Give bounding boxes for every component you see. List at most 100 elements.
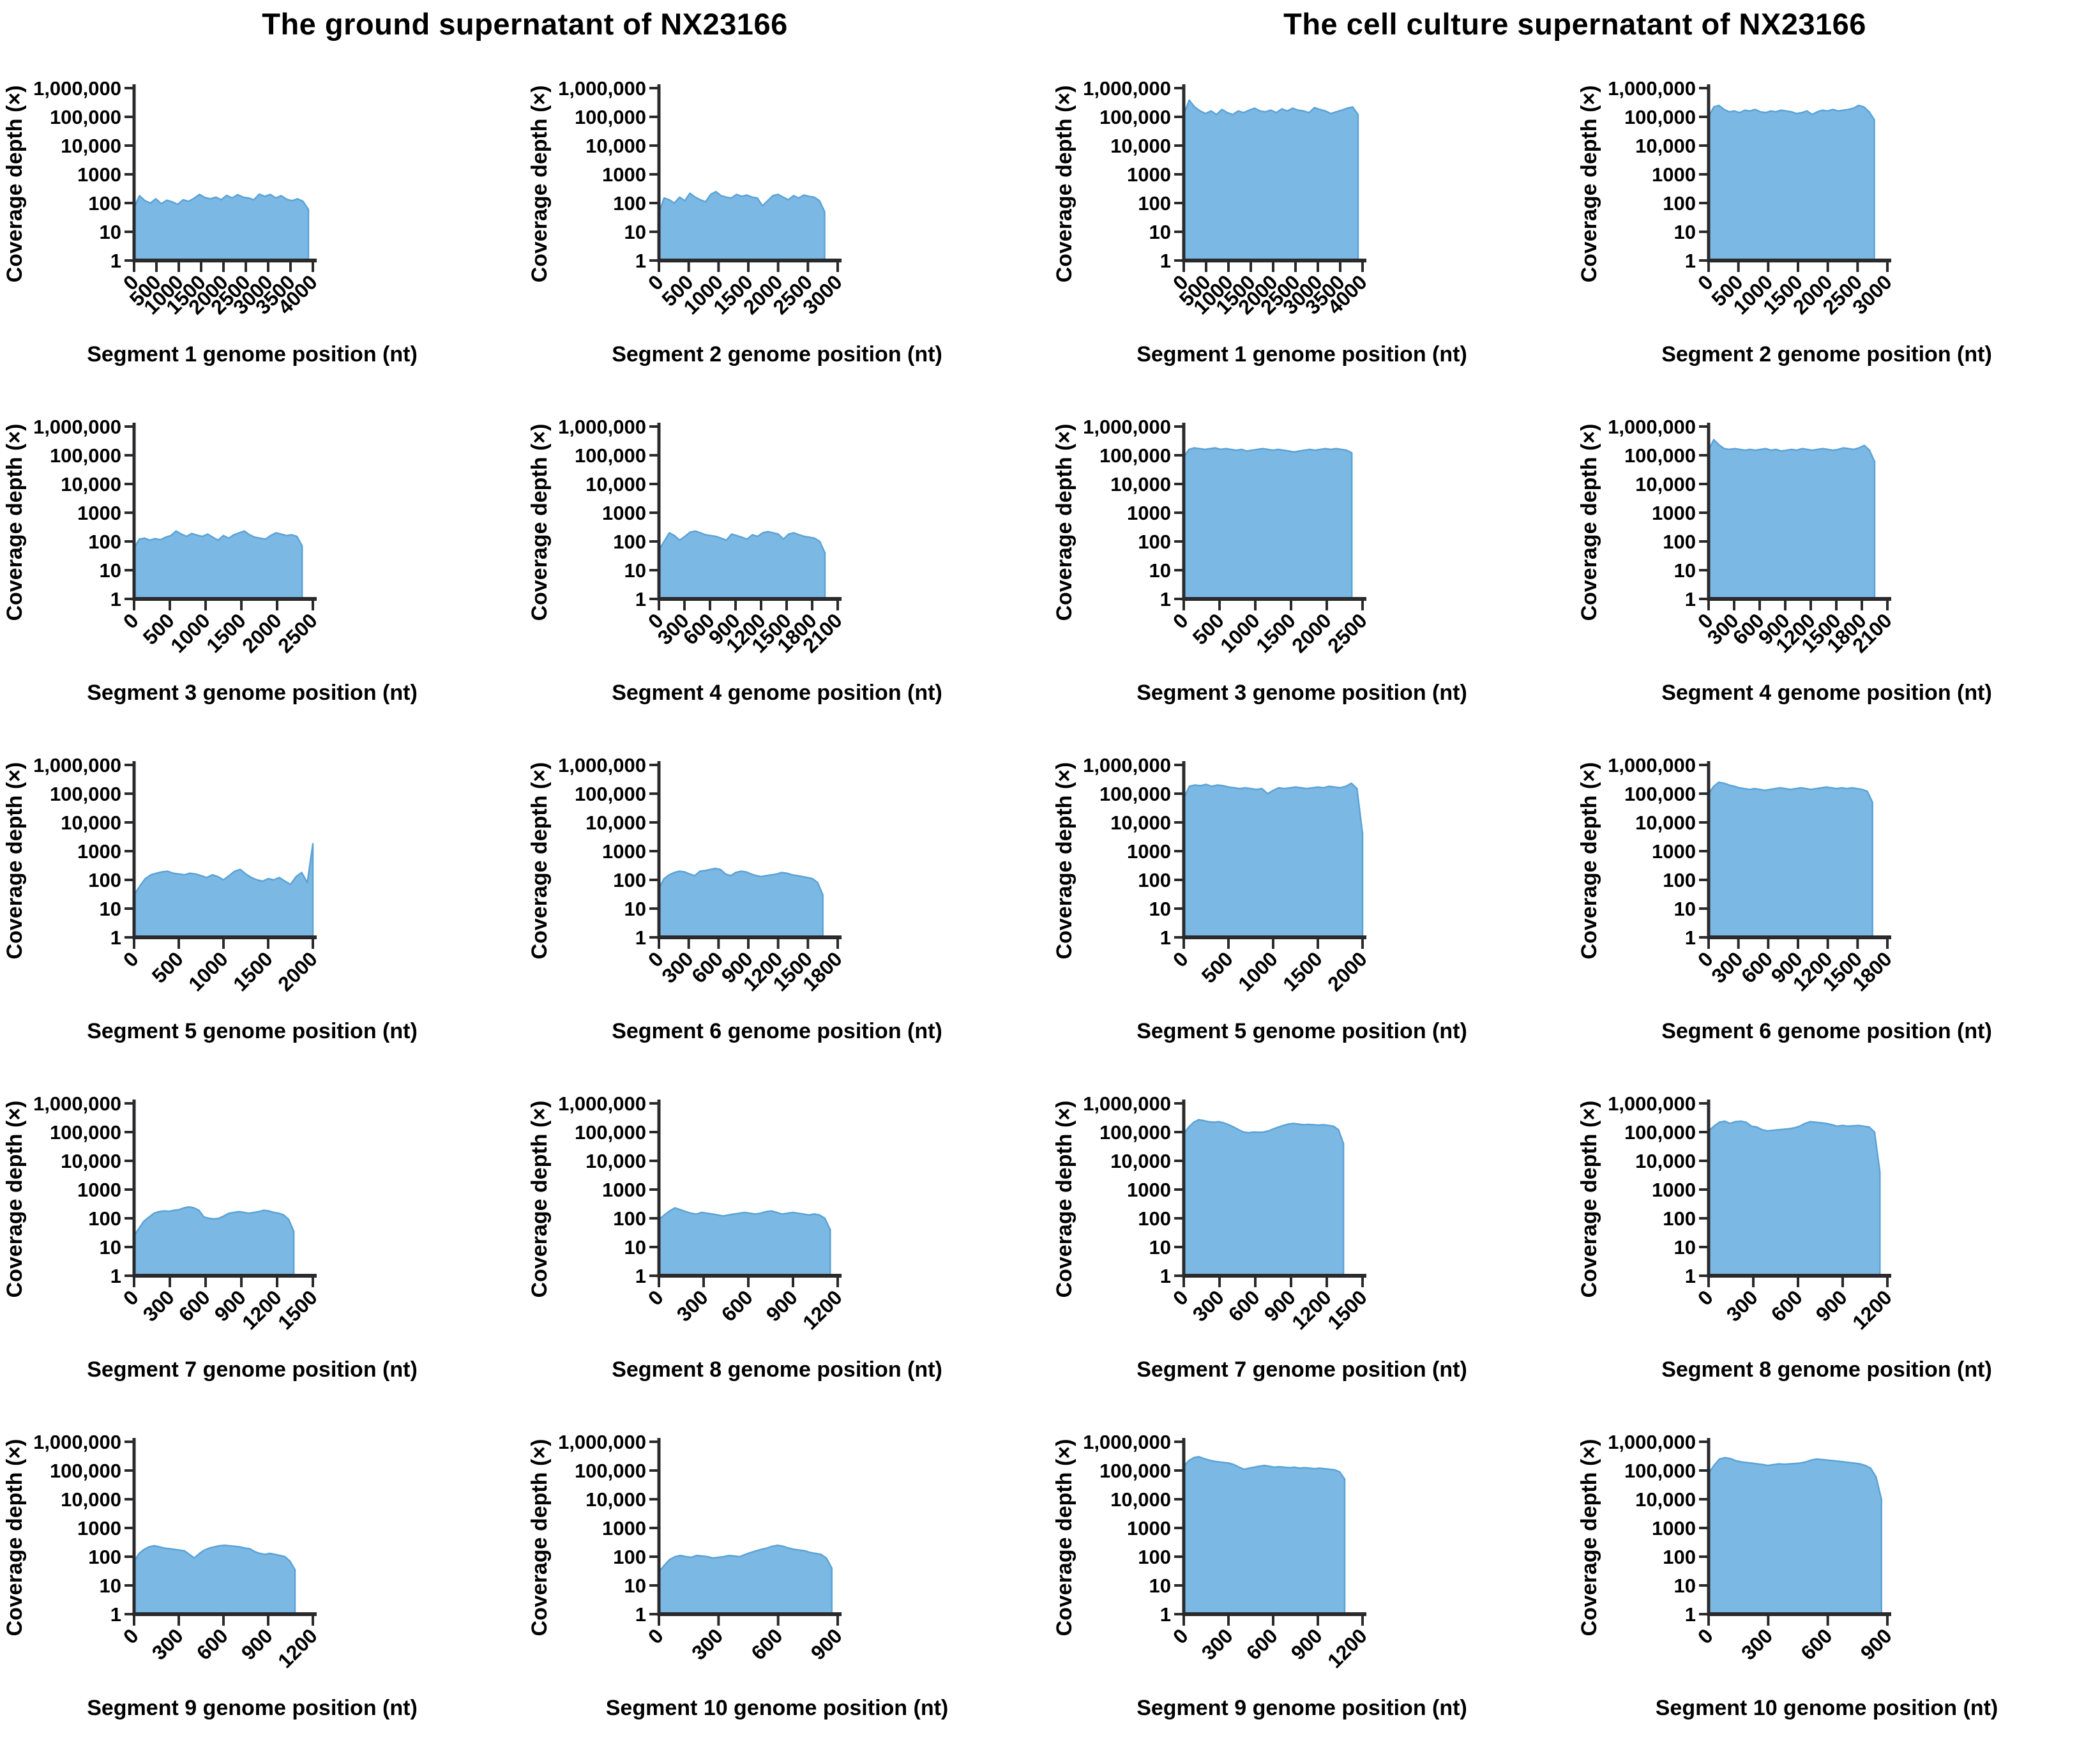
y-tick-label: 1,000,000 <box>558 1431 646 1453</box>
x-tick-label: 0 <box>1168 1624 1193 1648</box>
y-axis-title: Coverage depth (×) <box>527 86 552 283</box>
x-tick-label: 0 <box>1693 1624 1718 1648</box>
y-tick-label: 1,000,000 <box>33 754 121 776</box>
x-tick-label: 300 <box>1188 1285 1228 1326</box>
coverage-area-edge <box>133 193 310 261</box>
coverage-area-edge <box>1182 782 1364 937</box>
coverage-plot-svg: 1,000,000100,00010,000100010010105001000… <box>1052 77 1467 367</box>
y-tick-label: 1 <box>635 588 646 610</box>
y-tick-label: 100,000 <box>1624 783 1696 805</box>
x-tick-label: 600 <box>174 1285 215 1326</box>
x-tick-label: 1200 <box>1287 1285 1336 1334</box>
y-tick-label: 1 <box>1160 250 1171 272</box>
y-tick-label: 10 <box>624 1236 646 1259</box>
y-tick-label: 10,000 <box>1110 1488 1171 1511</box>
x-axis-title: Segment 3 genome position (nt) <box>87 681 418 705</box>
coverage-plot-svg: 1,000,000100,00010,000100010010105001000… <box>3 416 418 705</box>
y-tick-label: 100,000 <box>50 444 121 467</box>
x-tick-label: 900 <box>806 1624 847 1664</box>
y-tick-label: 100 <box>1663 1546 1696 1568</box>
x-tick-label: 500 <box>1197 947 1237 987</box>
x-tick-label: 900 <box>237 1624 277 1664</box>
y-axis-title: Coverage depth (×) <box>1052 424 1076 621</box>
coverage-area-edge <box>1182 99 1359 261</box>
coverage-area-edge <box>658 1544 833 1614</box>
y-axis-title: Coverage depth (×) <box>1052 1101 1076 1298</box>
y-axis-title: Coverage depth (×) <box>527 424 552 621</box>
y-tick-label: 1,000,000 <box>1083 754 1171 776</box>
y-tick-label: 100 <box>1663 869 1696 891</box>
y-tick-label: 1 <box>110 1265 121 1287</box>
coverage-area-edge <box>1707 104 1875 261</box>
y-tick-label: 1,000,000 <box>1608 1092 1696 1115</box>
coverage-area <box>659 1207 831 1276</box>
y-tick-label: 100 <box>613 869 646 891</box>
coverage-area <box>1184 1119 1344 1276</box>
x-tick-label: 0 <box>1168 609 1193 633</box>
y-tick-label: 100 <box>88 1546 121 1568</box>
y-tick-label: 1 <box>1685 1265 1696 1287</box>
coverage-plot-segment-1-cell_culture: 1,000,000 100,000 10,000 1000 100 10 1 0 500 1000… <box>1050 56 1575 395</box>
y-axis-title: Coverage depth (×) <box>1577 86 1601 283</box>
x-tick-label: 900 <box>1856 1624 1896 1664</box>
y-tick-label: 100 <box>1138 531 1171 553</box>
y-tick-label: 10 <box>100 559 121 582</box>
coverage-area <box>1184 100 1358 261</box>
x-axis-title: Segment 10 genome position (nt) <box>606 1696 948 1720</box>
y-tick-label: 100,000 <box>50 1121 121 1144</box>
y-tick-label: 10,000 <box>585 135 646 157</box>
y-tick-label: 100,000 <box>575 783 646 805</box>
x-tick-label: 0 <box>644 1624 668 1648</box>
y-tick-label: 1 <box>110 1603 121 1626</box>
x-tick-label: 1500 <box>202 609 250 657</box>
coverage-area-edge <box>1183 1119 1345 1276</box>
coverage-area-edge <box>133 1544 296 1614</box>
y-tick-label: 1000 <box>77 163 121 186</box>
x-axis-title: Segment 1 genome position (nt) <box>87 342 418 367</box>
y-tick-label: 1 <box>110 588 121 610</box>
coverage-plot-segment-5-ground: 1,000,000 100,000 10,000 1000 100 10 1 0 500 1000… <box>0 733 525 1071</box>
y-axis-title: Coverage depth (×) <box>1577 1439 1601 1637</box>
coverage-plot-svg: 1,000,000100,00010,000100010010103006009… <box>527 416 942 705</box>
coverage-plot-svg: 1,000,000100,00010,000100010010105001000… <box>527 77 942 367</box>
x-tick-label: 1500 <box>273 1285 322 1334</box>
y-tick-label: 10,000 <box>1635 1488 1696 1511</box>
y-tick-label: 100 <box>88 869 121 891</box>
y-tick-label: 1,000,000 <box>1608 416 1696 438</box>
y-tick-label: 1,000,000 <box>33 1092 121 1115</box>
y-tick-label: 1,000,000 <box>1608 754 1696 776</box>
y-tick-label: 100,000 <box>575 1460 646 1482</box>
y-tick-label: 1000 <box>602 1179 646 1201</box>
y-tick-label: 10 <box>624 559 646 582</box>
y-tick-label: 10,000 <box>585 812 646 834</box>
y-tick-label: 1 <box>110 250 121 272</box>
coverage-plot-segment-3-ground: 1,000,000 100,000 10,000 1000 100 10 1 0 500 1000… <box>0 395 525 733</box>
y-tick-label: 1 <box>1685 250 1696 272</box>
x-tick-label: 0 <box>119 947 143 971</box>
y-tick-label: 1 <box>635 250 646 272</box>
y-axis-title: Coverage depth (×) <box>1052 762 1076 960</box>
y-tick-label: 1,000,000 <box>558 1092 646 1115</box>
y-tick-label: 10 <box>1674 221 1696 243</box>
x-tick-label: 1200 <box>273 1624 322 1672</box>
coverage-plot-svg: 1,000,000100,00010,000100010010103006009… <box>1577 754 1992 1043</box>
coverage-area <box>134 1545 295 1614</box>
x-tick-label: 1500 <box>229 947 277 995</box>
y-tick-label: 1 <box>1685 926 1696 949</box>
y-tick-label: 100 <box>613 1207 646 1230</box>
coverage-plot-segment-2-ground: 1,000,000 100,000 10,000 1000 100 10 1 0 500 1000… <box>525 56 1050 395</box>
coverage-plot-segment-5-cell_culture: 1,000,000 100,000 10,000 1000 100 10 1 0 500 1000… <box>1050 733 1575 1071</box>
y-tick-label: 1000 <box>602 163 646 186</box>
x-tick-label: 1200 <box>1323 1624 1371 1672</box>
coverage-plot-svg: 1,000,000100,00010,000100010010103006009… <box>1052 1092 1467 1382</box>
y-axis-title: Coverage depth (×) <box>3 1439 27 1637</box>
y-tick-label: 1,000,000 <box>1083 416 1171 438</box>
y-tick-label: 10 <box>624 221 646 243</box>
coverage-plot-segment-10-cell_culture: 1,000,000 100,000 10,000 1000 100 10 1 0 300 600 9… <box>1575 1410 2099 1748</box>
x-tick-label: 1500 <box>1278 947 1327 995</box>
coverage-plot-segment-8-ground: 1,000,000 100,000 10,000 1000 100 10 1 0 300 600 9… <box>525 1071 1050 1410</box>
x-tick-label: 300 <box>687 1624 727 1664</box>
x-axis-title: Segment 5 genome position (nt) <box>1137 1019 1467 1043</box>
